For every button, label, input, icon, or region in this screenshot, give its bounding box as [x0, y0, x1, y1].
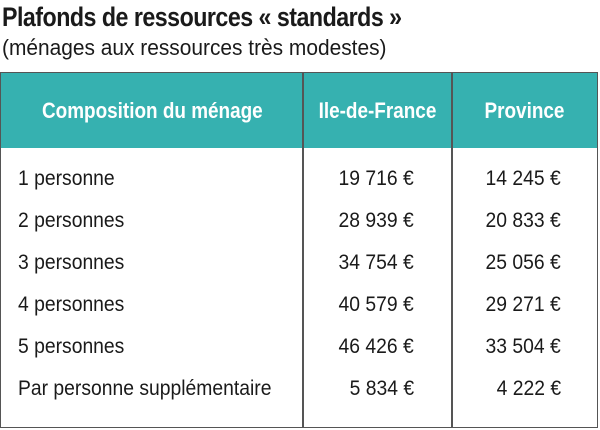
page-title: Plafonds de ressources « standards » [2, 2, 402, 32]
table-row: Par personne supplémentaire 5 834 € 4 22… [1, 368, 597, 410]
table-row: 4 personnes 40 579 € 29 271 € [1, 284, 597, 326]
idf-value: 46 426 € [338, 335, 414, 358]
table-row: 5 personnes 46 426 € 33 504 € [1, 326, 597, 368]
column-header-composition: Composition du ménage [41, 97, 263, 123]
province-value: 25 056 € [485, 251, 561, 274]
resource-ceiling-table: Composition du ménage Ile-de-France Prov… [0, 72, 598, 428]
province-value: 29 271 € [485, 293, 561, 316]
column-header-province: Province [484, 97, 565, 123]
idf-value: 34 754 € [338, 251, 414, 274]
page-subtitle: (ménages aux ressources très modestes) [2, 35, 387, 60]
row-label: 1 personne [18, 167, 115, 190]
column-divider [451, 73, 453, 427]
province-value: 4 222 € [496, 377, 561, 400]
row-label: 2 personnes [18, 209, 125, 232]
idf-value: 40 579 € [338, 293, 414, 316]
row-label: Par personne supplémentaire [18, 377, 272, 400]
province-value: 33 504 € [485, 335, 561, 358]
province-value: 14 245 € [485, 167, 561, 190]
table-row: 2 personnes 28 939 € 20 833 € [1, 200, 597, 242]
column-divider [302, 73, 304, 427]
row-label: 4 personnes [18, 293, 125, 316]
table-row: 1 personne 19 716 € 14 245 € [1, 158, 597, 200]
column-header-ile-de-france: Ile-de-France [318, 97, 437, 123]
idf-value: 28 939 € [338, 209, 414, 232]
province-value: 20 833 € [485, 209, 561, 232]
row-label: 5 personnes [18, 335, 125, 358]
idf-value: 5 834 € [349, 377, 414, 400]
table-header: Composition du ménage Ile-de-France Prov… [1, 73, 597, 148]
idf-value: 19 716 € [338, 167, 414, 190]
row-label: 3 personnes [18, 251, 125, 274]
table-row: 3 personnes 34 754 € 25 056 € [1, 242, 597, 284]
